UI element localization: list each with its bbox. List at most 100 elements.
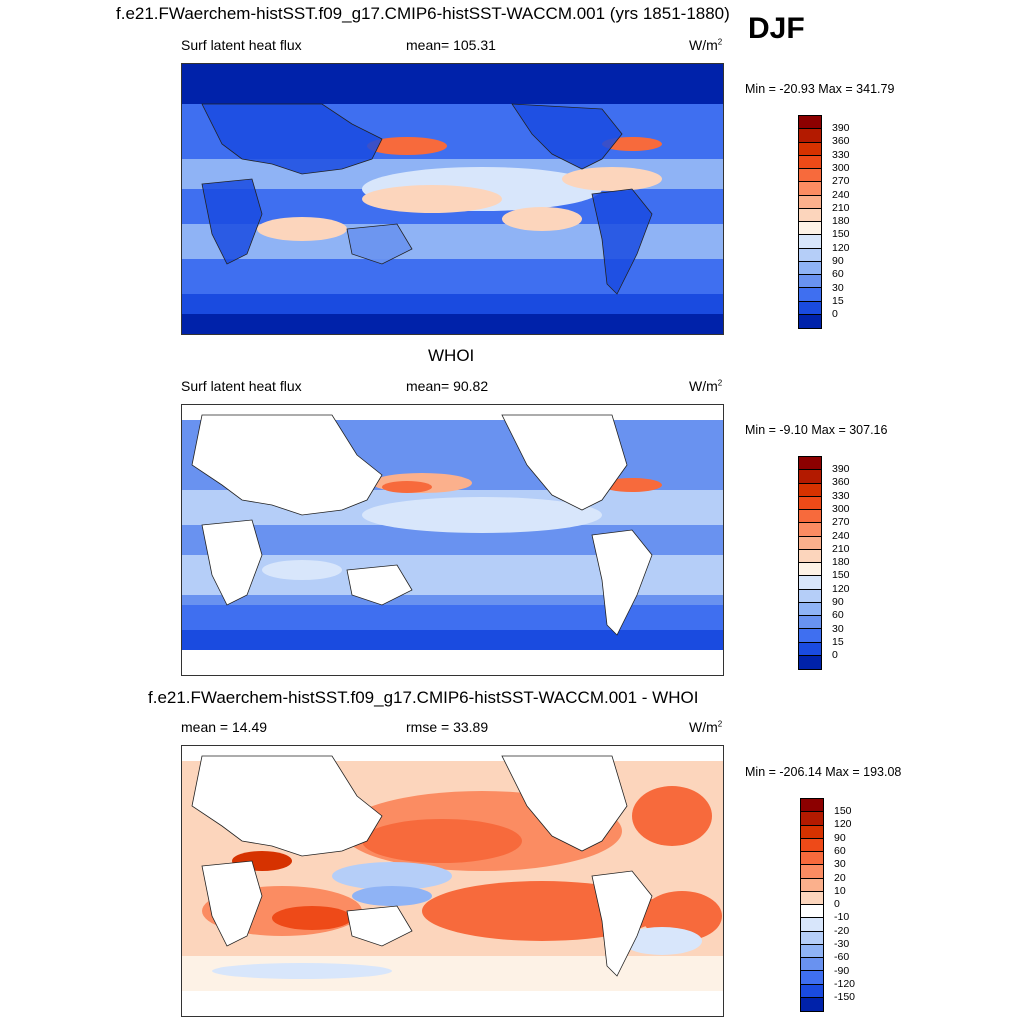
colorbar-swatch bbox=[801, 891, 823, 905]
colorbar-swatch bbox=[799, 155, 821, 169]
colorbar-swatch bbox=[801, 958, 823, 972]
panel3-mean-label: mean = 14.49 bbox=[181, 719, 268, 735]
colorbar-tick: 210 bbox=[832, 201, 850, 214]
colorbar-swatch bbox=[799, 142, 821, 156]
colorbar-tick: -90 bbox=[834, 964, 850, 977]
colorbar-tick: 360 bbox=[832, 135, 850, 148]
colorbar-swatch bbox=[799, 616, 821, 630]
colorbar-swatch bbox=[799, 129, 821, 143]
colorbar-tick: 210 bbox=[832, 542, 850, 555]
colorbar-tick: -120 bbox=[834, 977, 856, 990]
colorbar-tick: 15 bbox=[832, 635, 844, 648]
colorbar-swatch bbox=[799, 510, 821, 524]
colorbar-swatch bbox=[799, 457, 821, 471]
colorbar-tick: 90 bbox=[834, 831, 846, 844]
global-map-observed-icon bbox=[182, 405, 723, 675]
colorbar-swatch bbox=[801, 825, 823, 839]
global-map-model-icon bbox=[182, 64, 723, 334]
panel2-map bbox=[181, 404, 724, 676]
colorbar-tick: 120 bbox=[832, 241, 850, 254]
colorbar-tick: 60 bbox=[832, 268, 844, 281]
panel2-minmax: Min = -9.10 Max = 307.16 bbox=[745, 423, 888, 437]
colorbar-swatch bbox=[799, 549, 821, 563]
colorbar-tick: -150 bbox=[834, 991, 856, 1004]
colorbar-swatch bbox=[799, 195, 821, 209]
colorbar-tick: 30 bbox=[832, 622, 844, 635]
colorbar-swatch bbox=[799, 169, 821, 183]
panel2-colorbar bbox=[798, 456, 822, 670]
colorbar-swatch bbox=[799, 222, 821, 236]
colorbar-tick: 240 bbox=[832, 529, 850, 542]
colorbar-tick: 240 bbox=[832, 188, 850, 201]
colorbar-tick: 270 bbox=[832, 516, 850, 529]
colorbar-swatch bbox=[799, 288, 821, 302]
colorbar-swatch bbox=[801, 931, 823, 945]
colorbar-tick: 120 bbox=[834, 818, 852, 831]
colorbar-tick: 150 bbox=[832, 569, 850, 582]
colorbar-swatch bbox=[799, 496, 821, 510]
colorbar-swatch bbox=[801, 799, 823, 813]
colorbar-swatch bbox=[799, 261, 821, 275]
colorbar-swatch bbox=[799, 536, 821, 550]
colorbar-tick: 330 bbox=[832, 489, 850, 502]
colorbar-tick: -10 bbox=[834, 911, 850, 924]
colorbar-tick: 0 bbox=[834, 898, 840, 911]
colorbar-swatch bbox=[799, 182, 821, 196]
colorbar-tick: 60 bbox=[832, 609, 844, 622]
colorbar-swatch bbox=[799, 208, 821, 222]
panel3-title: f.e21.FWaerchem-histSST.f09_g17.CMIP6-hi… bbox=[148, 688, 699, 707]
colorbar-swatch bbox=[799, 116, 821, 130]
panel1-title: f.e21.FWaerchem-histSST.f09_g17.CMIP6-hi… bbox=[116, 4, 730, 23]
panel1-mean-label: mean= 105.31 bbox=[406, 37, 496, 53]
colorbar-tick: 30 bbox=[832, 281, 844, 294]
colorbar-swatch bbox=[799, 602, 821, 616]
colorbar-tick: 390 bbox=[832, 463, 850, 475]
colorbar-tick: 180 bbox=[832, 556, 850, 569]
colorbar-tick: 270 bbox=[832, 175, 850, 188]
colorbar-swatch bbox=[799, 576, 821, 590]
colorbar-swatch bbox=[799, 301, 821, 315]
colorbar-tick: -60 bbox=[834, 951, 850, 964]
panel1-map bbox=[181, 63, 724, 335]
colorbar-tick: 330 bbox=[832, 148, 850, 161]
colorbar-swatch bbox=[799, 655, 821, 669]
colorbar-swatch bbox=[799, 523, 821, 537]
colorbar-tick: 90 bbox=[832, 596, 844, 608]
colorbar-tick: 15 bbox=[832, 294, 844, 307]
colorbar-tick: 300 bbox=[832, 161, 850, 174]
colorbar-swatch bbox=[799, 563, 821, 577]
colorbar-tick: 30 bbox=[834, 858, 846, 871]
panel1-variable-label: Surf latent heat flux bbox=[181, 37, 302, 53]
colorbar-swatch bbox=[801, 984, 823, 998]
colorbar-swatch bbox=[801, 971, 823, 985]
global-map-difference-icon bbox=[182, 746, 723, 1016]
colorbar-tick: 150 bbox=[832, 228, 850, 241]
colorbar-swatch bbox=[801, 918, 823, 932]
colorbar-tick: 300 bbox=[832, 502, 850, 515]
colorbar-swatch bbox=[801, 838, 823, 852]
colorbar-swatch bbox=[799, 629, 821, 643]
panel3-colorbar bbox=[800, 798, 824, 1012]
colorbar-tick: 390 bbox=[832, 122, 850, 134]
colorbar-tick: 0 bbox=[832, 649, 838, 662]
colorbar-swatch bbox=[799, 248, 821, 262]
colorbar-tick: -30 bbox=[834, 938, 850, 950]
colorbar-tick: 0 bbox=[832, 308, 838, 321]
panel1-colorbar bbox=[798, 115, 822, 329]
colorbar-swatch bbox=[799, 314, 821, 328]
colorbar-swatch bbox=[801, 944, 823, 958]
colorbar-tick: 90 bbox=[832, 255, 844, 267]
panel1-minmax: Min = -20.93 Max = 341.79 bbox=[745, 82, 895, 96]
colorbar-tick: 180 bbox=[832, 215, 850, 228]
colorbar-swatch bbox=[799, 589, 821, 603]
colorbar-swatch bbox=[799, 275, 821, 289]
colorbar-tick: 60 bbox=[834, 844, 846, 857]
colorbar-swatch bbox=[801, 905, 823, 919]
panel2-units: W/m2 bbox=[689, 378, 723, 394]
panel3-rmse-label: rmse = 33.89 bbox=[406, 719, 489, 735]
season-label: DJF bbox=[748, 12, 805, 45]
colorbar-swatch bbox=[801, 812, 823, 826]
colorbar-tick: 150 bbox=[834, 805, 852, 817]
panel2-variable-label: Surf latent heat flux bbox=[181, 378, 302, 394]
colorbar-swatch bbox=[799, 470, 821, 484]
